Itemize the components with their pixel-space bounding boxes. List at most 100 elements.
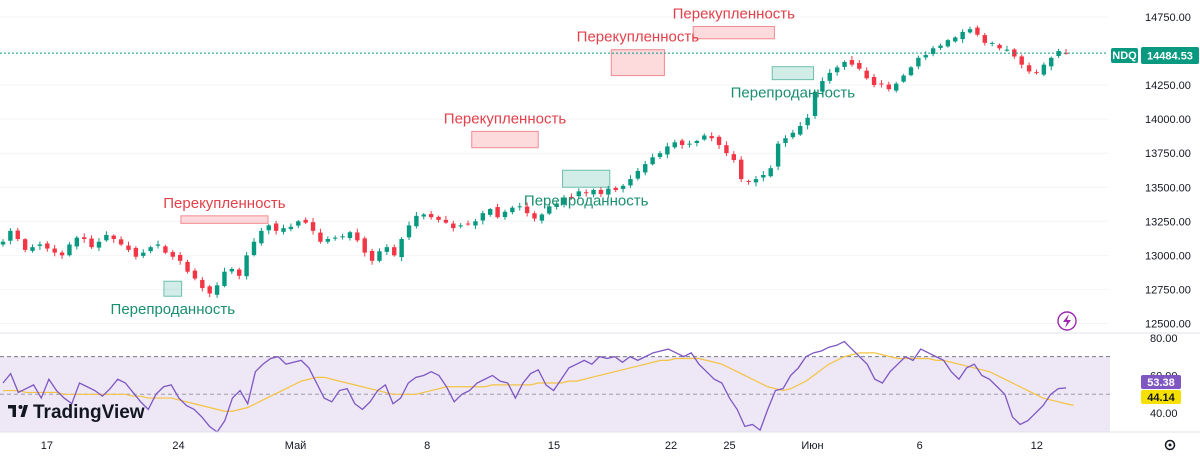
candle <box>104 231 109 242</box>
candle <box>414 211 419 229</box>
rsi-ma-tag-text: 44.14 <box>1147 392 1175 404</box>
candle <box>938 43 943 51</box>
overbought-zone <box>692 26 775 40</box>
candle <box>406 221 412 241</box>
candle <box>643 161 648 176</box>
candle <box>296 219 301 229</box>
lightning-icon[interactable] <box>1057 311 1077 331</box>
candle <box>857 60 862 71</box>
candlestick-series <box>0 25 1069 298</box>
price-axis-tick: 13250.00 <box>1145 216 1191 228</box>
candle <box>170 249 175 260</box>
time-axis-tick: 8 <box>424 440 430 452</box>
settings-gear-icon[interactable] <box>1164 439 1176 451</box>
overbought-label: Перекупленность <box>673 6 796 23</box>
candle <box>347 230 353 241</box>
candle <box>52 244 57 257</box>
candle <box>583 189 589 197</box>
candle <box>812 90 818 119</box>
candle <box>141 249 146 259</box>
oversold-label: Перепроданность <box>731 85 856 102</box>
rsi-axis-tick: 80.00 <box>1150 333 1178 345</box>
time-axis-tick: 17 <box>41 440 53 452</box>
candle <box>458 223 463 229</box>
candle <box>1026 62 1032 74</box>
candle <box>753 175 759 187</box>
candle <box>746 179 751 185</box>
signal-zones <box>163 26 815 297</box>
candle <box>967 26 973 34</box>
candle <box>428 210 434 220</box>
candle <box>465 220 471 226</box>
candle <box>480 210 486 225</box>
candle <box>960 29 965 44</box>
candle <box>606 185 611 199</box>
candle <box>635 167 641 181</box>
candle <box>1019 54 1024 69</box>
candle <box>798 121 803 137</box>
candle <box>15 227 20 242</box>
candle <box>761 171 766 182</box>
candle <box>82 233 87 243</box>
candle <box>384 244 390 256</box>
candle <box>237 267 242 280</box>
candle <box>628 175 633 188</box>
candle <box>576 188 581 199</box>
candle <box>849 55 855 67</box>
overbought-zone <box>610 49 665 77</box>
price-pane[interactable]: Перепроданность Перекупленность Перекуплен… <box>0 6 1108 324</box>
time-axis[interactable]: 17 24 Май 8 15 22 25 Июн 6 12 <box>0 431 1200 452</box>
candle <box>96 238 102 251</box>
candle <box>871 74 877 88</box>
candle <box>517 202 522 211</box>
candle <box>266 224 271 235</box>
candle <box>834 65 840 76</box>
candle <box>436 215 441 223</box>
overbought-zone <box>471 130 539 149</box>
rsi-pane[interactable] <box>0 340 1110 433</box>
candle <box>502 209 508 220</box>
candle <box>982 32 987 46</box>
candle <box>259 227 264 246</box>
candle <box>244 251 249 280</box>
overbought-zone <box>180 215 269 224</box>
oversold-zone <box>163 280 183 297</box>
candle <box>332 235 338 241</box>
time-axis-tick: 24 <box>172 440 184 452</box>
last-price-tag-text: 14484.53 <box>1147 51 1193 63</box>
candle <box>281 224 286 235</box>
candle <box>133 246 139 260</box>
candle <box>975 25 980 37</box>
candle <box>377 248 382 263</box>
price-gridlines <box>0 16 1108 324</box>
tradingview-logo[interactable]: TradingView <box>8 402 145 423</box>
candle <box>768 165 773 178</box>
oversold-label: Перепроданность <box>524 192 649 209</box>
candle <box>989 41 995 47</box>
candle <box>547 203 552 216</box>
candle <box>1041 62 1047 77</box>
candle <box>694 139 700 147</box>
rsi-badges: 53.38 44.14 <box>1141 375 1181 404</box>
candle <box>908 66 914 77</box>
price-axis-tick: 12500.00 <box>1145 318 1191 330</box>
candle <box>214 282 220 298</box>
candle <box>369 248 375 265</box>
candle <box>222 267 227 288</box>
candle <box>672 139 677 149</box>
candle <box>488 207 493 217</box>
rsi-ma-tag <box>1141 390 1181 404</box>
candle <box>451 220 456 232</box>
candle <box>207 284 212 298</box>
candle <box>185 259 190 274</box>
candle <box>1034 69 1039 75</box>
candle <box>1004 45 1010 52</box>
candle <box>111 234 116 243</box>
candle <box>554 201 559 210</box>
candle <box>901 73 906 83</box>
time-axis-tick: 25 <box>723 440 735 452</box>
candle <box>318 228 323 244</box>
candle <box>790 129 796 140</box>
candle <box>894 81 899 93</box>
candle <box>303 217 308 224</box>
